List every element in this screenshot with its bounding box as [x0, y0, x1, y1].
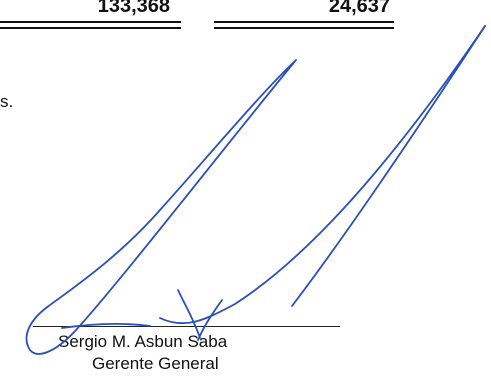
- signature-line: [33, 326, 340, 327]
- double-underline-2: [214, 21, 394, 29]
- signatory-name: Sergio M. Asbun Saba: [58, 332, 228, 351]
- text-fragment: s.: [0, 92, 14, 111]
- double-underline-1: [0, 21, 181, 29]
- total-value-1: 133,368: [97, 0, 170, 17]
- signatory-title: Gerente General: [92, 354, 219, 373]
- total-value-2: 24,637: [328, 0, 390, 17]
